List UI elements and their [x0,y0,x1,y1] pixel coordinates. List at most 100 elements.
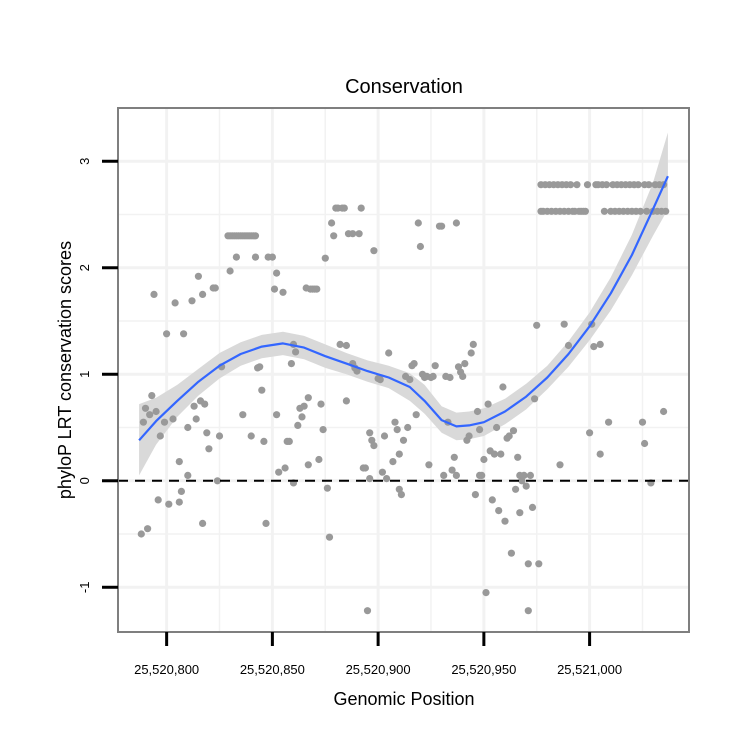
data-point [370,247,378,255]
data-point [478,471,486,479]
data-point [215,432,224,440]
data-point [370,442,378,450]
data-point [152,407,160,416]
y-axis-label: phyloP LRT conservation scores [55,241,75,499]
data-point [342,341,350,350]
data-point [304,461,312,469]
data-point [480,455,488,464]
data-point [279,288,287,296]
data-point [144,525,152,533]
data-point [188,297,196,305]
data-point [321,254,329,262]
data-point [397,491,405,499]
data-point [583,181,592,189]
data-point [281,464,289,472]
data-point [205,445,213,453]
data-point [493,423,501,432]
data-point [567,181,575,189]
data-point [251,253,260,261]
data-point [465,432,473,440]
data-point [328,219,336,227]
data-point [336,340,344,348]
data-point [452,219,460,227]
data-point [232,253,240,261]
data-point [141,404,150,412]
data-point [596,450,604,458]
data-point [268,253,276,261]
data-point [211,284,219,292]
data-point [473,407,482,416]
data-point [199,290,207,298]
data-point [429,372,437,380]
data-point [509,427,518,435]
data-point [528,503,537,511]
data-point [292,348,300,356]
data-point [361,464,369,472]
data-point [313,285,321,293]
y-axis-ticks: -1 0 1 2 3 [77,158,118,593]
data-point [461,360,469,368]
data-point [353,367,361,375]
data-point [522,482,530,490]
data-point [501,517,509,525]
data-point [634,181,642,189]
smooth-line [138,175,669,442]
data-point [476,426,484,434]
data-point [169,415,177,423]
data-point [270,285,279,293]
data-point [287,360,295,368]
data-point [440,471,448,479]
data-point [357,204,365,212]
data-point [323,484,331,492]
data-point [499,383,507,391]
data-point [389,458,397,466]
data-point [450,453,458,461]
data-point [524,607,532,615]
data-point [160,418,169,426]
data-point [412,411,420,419]
data-point [391,418,399,426]
data-point [156,432,164,440]
data-point [581,207,590,215]
data-point [203,429,211,437]
data-point [150,290,158,298]
data-point [520,471,528,479]
data-point [154,496,162,504]
data-point [184,423,192,432]
data-point [184,471,192,479]
data-point [342,397,350,405]
data-point [414,219,422,227]
x-tick-label: 25,520,950 [451,662,516,677]
data-point [459,372,467,380]
data-point [273,269,281,277]
data-point [495,507,503,515]
data-point [137,530,145,538]
data-point [256,363,264,371]
data-point [399,436,408,444]
data-point [192,415,200,423]
x-tick-label: 25,520,900 [346,662,411,677]
data-point [213,477,221,485]
data-point [662,207,670,215]
y-tick-label: 0 [77,477,92,484]
data-point [146,411,154,419]
data-point [514,453,522,461]
data-point [507,549,515,557]
data-point [605,418,613,426]
data-point [363,607,372,615]
data-point [260,437,268,445]
data-point [535,560,543,568]
data-point [355,230,363,238]
data-point [643,207,651,215]
data-point [262,519,270,528]
data-point [300,402,308,410]
data-point [175,498,183,506]
data-point [199,519,207,528]
data-point [380,432,389,440]
data-point [285,437,293,445]
data-point [319,426,327,434]
data-point [448,466,456,474]
data-point [524,560,532,568]
x-tick-label: 25,520,800 [134,662,199,677]
